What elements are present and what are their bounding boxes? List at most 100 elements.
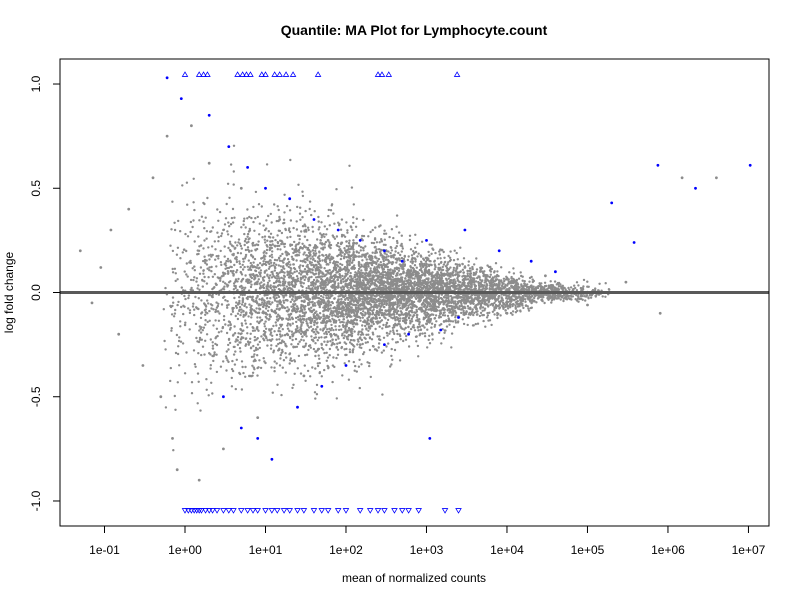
data-point: [232, 144, 236, 147]
data-point: [283, 242, 287, 246]
data-point: [164, 286, 167, 290]
data-point: [395, 214, 399, 217]
data-point: [368, 336, 372, 339]
data-point: [258, 298, 261, 301]
data-point: [449, 320, 453, 323]
data-point: [177, 219, 180, 223]
data-point: [224, 355, 228, 358]
data-point: [459, 270, 462, 273]
data-point: [418, 325, 422, 328]
data-point: [215, 370, 219, 374]
data-point: [349, 257, 352, 261]
data-point: [169, 366, 172, 370]
data-point: [332, 260, 336, 263]
data-point: [354, 278, 357, 281]
data-point: [300, 294, 304, 297]
data-point: [377, 248, 381, 251]
data-point: [398, 304, 401, 307]
data-point: [282, 218, 286, 221]
data-point: [373, 348, 377, 351]
data-point: [244, 343, 248, 346]
data-point: [515, 285, 518, 289]
data-point: [454, 300, 457, 303]
data-point: [256, 343, 260, 346]
data-point: [403, 332, 406, 335]
data-point: [265, 269, 268, 272]
data-point: [344, 272, 347, 275]
data-point: [325, 343, 328, 347]
data-point: [196, 372, 200, 375]
data-point: [239, 313, 242, 317]
data-point: [334, 315, 338, 318]
data-point: [573, 284, 576, 287]
data-point: [246, 235, 249, 238]
data-point: [252, 261, 255, 264]
data-point: [265, 312, 268, 316]
data-point: [311, 225, 314, 229]
data-point: [278, 215, 281, 219]
data-point: [399, 338, 402, 341]
data-point: [233, 263, 236, 267]
data-point: [275, 362, 278, 365]
data-point: [438, 331, 441, 334]
data-point: [545, 284, 548, 288]
data-point: [316, 238, 319, 241]
data-point: [331, 338, 334, 341]
data-point: [206, 196, 209, 200]
data-point: [279, 357, 282, 360]
data-point: [390, 254, 393, 258]
data-point: [230, 313, 233, 316]
data-point: [529, 306, 532, 310]
data-point: [353, 330, 356, 333]
data-point: [406, 313, 410, 316]
data-point: [372, 322, 375, 326]
data-point: [284, 352, 287, 355]
data-point: [356, 283, 359, 287]
data-point: [295, 270, 299, 273]
data-point: [374, 255, 377, 258]
data-point: [202, 247, 205, 250]
data-point: [329, 340, 332, 343]
data-point: [244, 253, 248, 257]
data-point: [447, 308, 450, 311]
data-point: [281, 294, 284, 297]
data-point: [256, 215, 259, 219]
data-point: [490, 323, 493, 327]
data-point: [273, 261, 276, 265]
data-point: [186, 203, 189, 206]
data-point: [217, 331, 221, 334]
data-point: [413, 284, 416, 288]
data-point: [178, 336, 181, 339]
data-point: [346, 229, 349, 232]
data-point: [318, 226, 321, 229]
data-point: [310, 306, 313, 309]
data-point: [431, 333, 434, 336]
data-point: [214, 308, 217, 311]
data-point: [278, 299, 282, 302]
data-point: [341, 274, 344, 278]
data-point: [452, 268, 455, 272]
data-point: [258, 316, 262, 319]
data-point: [237, 277, 240, 281]
data-point: [318, 312, 322, 315]
data-point: [267, 235, 271, 238]
data-point: [458, 283, 461, 287]
data-point: [457, 320, 460, 323]
data-point: [365, 265, 368, 269]
data-point: [387, 274, 390, 277]
data-point: [448, 304, 451, 308]
data-point: [384, 281, 388, 284]
data-point: [268, 313, 271, 316]
data-point: [466, 269, 469, 273]
data-point: [502, 277, 506, 280]
data-point: [264, 327, 268, 330]
data-point: [357, 244, 361, 247]
data-point: [458, 263, 461, 266]
data-point: [291, 386, 294, 390]
data-point: [403, 263, 407, 266]
data-point: [395, 239, 399, 243]
data-point: [346, 286, 349, 289]
data-point: [393, 270, 397, 273]
data-point: [339, 286, 342, 289]
data-point: [367, 329, 370, 332]
